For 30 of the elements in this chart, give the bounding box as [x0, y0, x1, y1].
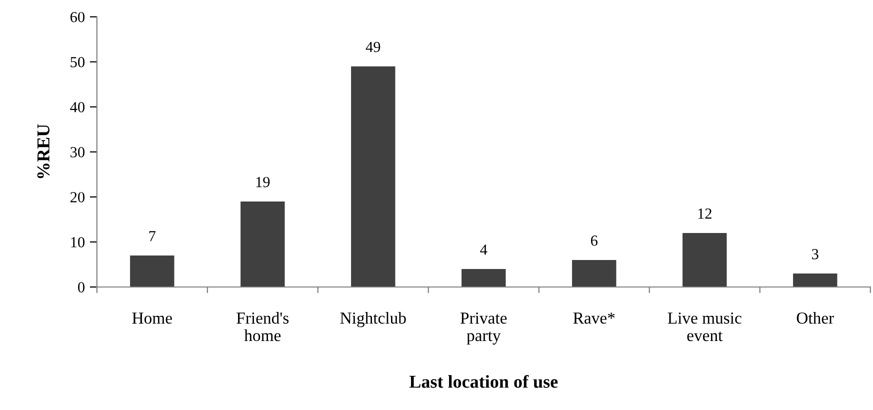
data-label: 12 — [698, 208, 712, 219]
y-tick-label: 0 — [78, 282, 85, 292]
x-axis-title: Last location of use — [409, 374, 558, 388]
x-tick-label: Live music event — [668, 312, 742, 342]
data-label: 7 — [149, 231, 156, 242]
y-tick-label: 20 — [70, 192, 85, 202]
bar — [682, 232, 727, 287]
y-tick-label: 40 — [70, 102, 85, 112]
y-tick-label: 10 — [71, 237, 85, 248]
y-tick-label: 60 — [70, 12, 85, 22]
bar — [130, 255, 174, 287]
bar — [240, 201, 285, 287]
y-tick-label: 50 — [70, 56, 85, 68]
bar — [793, 273, 838, 287]
x-tick-label: Friend's home — [236, 312, 289, 342]
x-tick-label: Other — [796, 312, 834, 324]
data-label: 19 — [256, 176, 270, 188]
x-tick-label: Home — [132, 312, 172, 324]
x-tick-label: Private party — [460, 312, 507, 345]
x-tick-label: Rave* — [573, 312, 615, 324]
bar — [462, 268, 506, 287]
data-label: 49 — [366, 42, 380, 52]
y-tick-label: 30 — [70, 147, 85, 158]
data-label: 6 — [590, 236, 598, 246]
y-axis-title: %REU — [37, 124, 50, 178]
x-tick-label: Nightclub — [340, 312, 406, 328]
data-label: 3 — [812, 249, 818, 260]
bar — [572, 260, 616, 287]
data-label: 4 — [480, 244, 488, 255]
bar — [351, 66, 396, 287]
